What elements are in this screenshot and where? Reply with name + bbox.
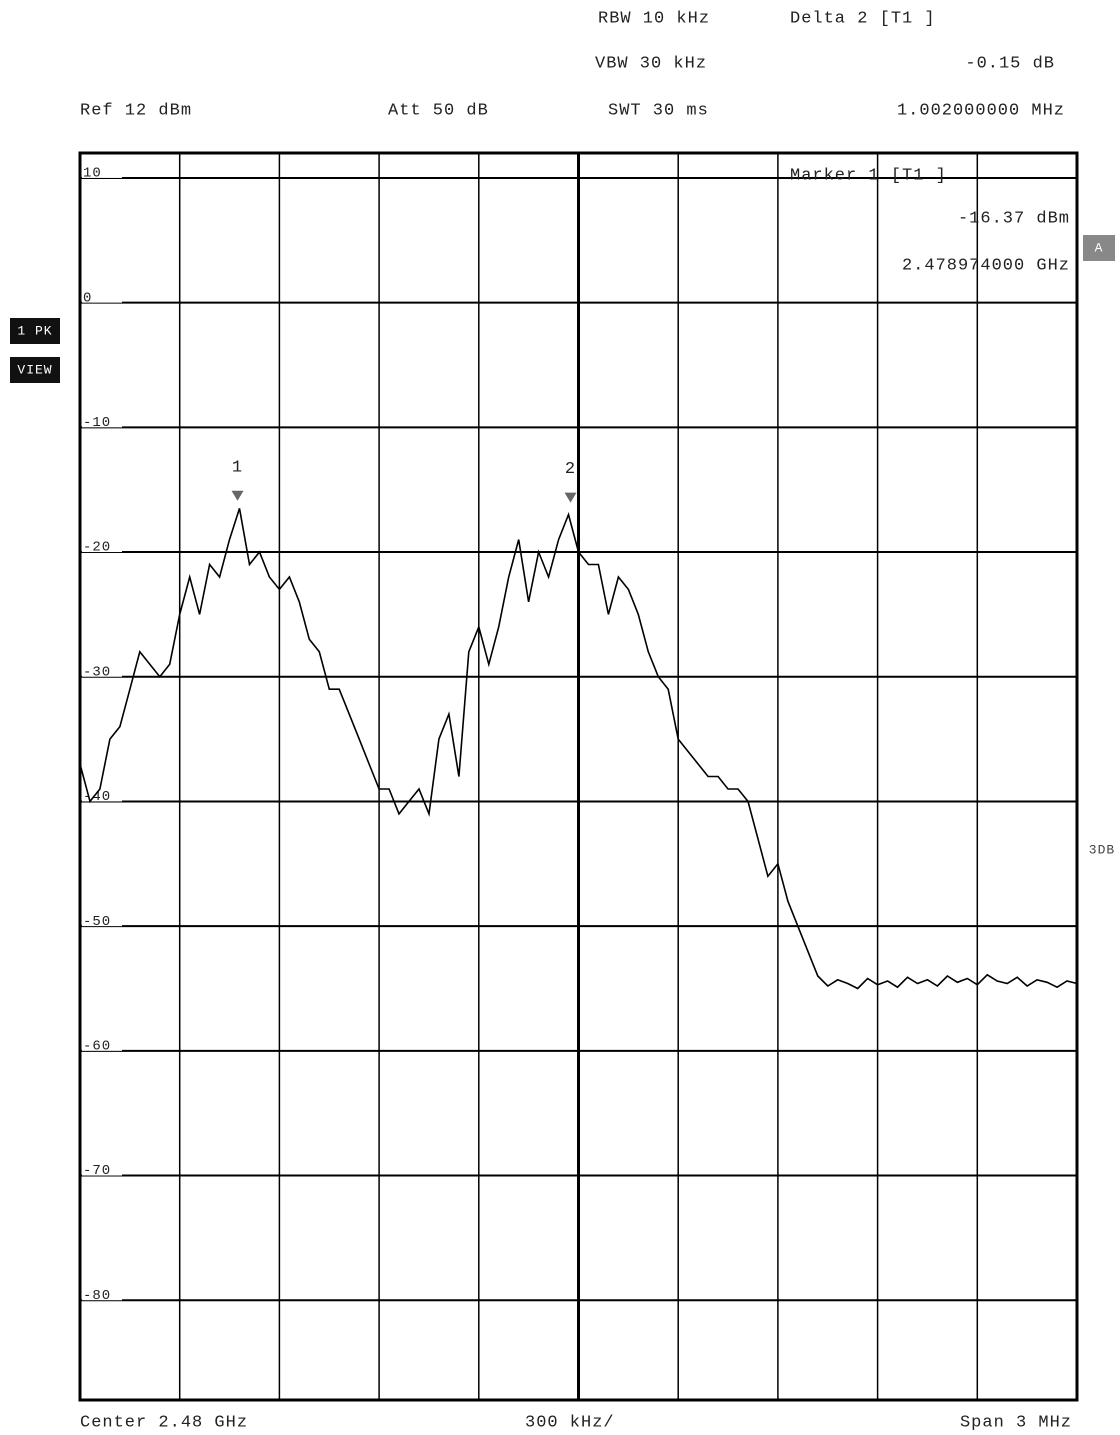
y-tick-label: -60 xyxy=(83,1039,111,1055)
tick-label-bg xyxy=(82,916,122,927)
plot-frame xyxy=(78,151,1079,1402)
readout-text: SWT 30 ms xyxy=(608,101,709,120)
side-label: VIEW xyxy=(17,362,52,377)
side-label-box xyxy=(10,318,60,344)
marker-triangle xyxy=(564,492,577,503)
readout-text: -16.37 dBm xyxy=(958,209,1070,228)
tick-label-bg xyxy=(82,1290,122,1301)
tick-label-bg xyxy=(82,1165,122,1176)
marker-label: 1 xyxy=(232,458,243,477)
tick-label-bg xyxy=(82,666,122,677)
side-label-box xyxy=(10,357,60,383)
side-label-box xyxy=(1083,235,1115,261)
y-tick-label: -80 xyxy=(83,1288,111,1304)
readout-text: VBW 30 kHz xyxy=(595,54,707,73)
readout-text: Ref 12 dBm xyxy=(80,101,192,120)
tick-label-bg xyxy=(82,791,122,802)
tick-label-bg xyxy=(82,167,122,178)
y-tick-label: -30 xyxy=(83,664,111,680)
marker-triangle xyxy=(231,490,244,501)
side-label: 3DB xyxy=(1089,842,1115,857)
y-tick-label: -20 xyxy=(83,540,111,556)
readout-text: Att 50 dB xyxy=(388,101,489,120)
readout-text: -0.15 dB xyxy=(965,54,1055,73)
side-label: 1 PK xyxy=(17,323,52,338)
marker-label: 2 xyxy=(565,460,576,479)
readout-text: RBW 10 kHz xyxy=(598,9,710,28)
readout-text: 1.002000000 MHz xyxy=(897,101,1065,120)
y-tick-label: -70 xyxy=(83,1163,111,1179)
tick-label-bg xyxy=(82,542,122,553)
readout-text: Marker 1 [T1 ] xyxy=(790,166,947,185)
readout-text: Span 3 MHz xyxy=(960,1413,1072,1432)
readout-text: Delta 2 [T1 ] xyxy=(790,9,936,28)
readout-text: Center 2.48 GHz xyxy=(80,1413,248,1432)
readout-text: 300 kHz/ xyxy=(525,1413,615,1432)
tick-label-bg xyxy=(82,417,122,428)
tick-label-bg xyxy=(82,1040,122,1051)
trace xyxy=(79,508,1078,990)
readout-text: 2.478974000 GHz xyxy=(902,256,1070,275)
tick-label-bg xyxy=(82,292,122,303)
y-tick-label: 0 xyxy=(83,290,92,306)
y-tick-label: -50 xyxy=(83,914,111,930)
side-label: A xyxy=(1095,240,1104,255)
y-tick-label: 10 xyxy=(83,166,102,182)
y-tick-label: -10 xyxy=(83,415,111,431)
